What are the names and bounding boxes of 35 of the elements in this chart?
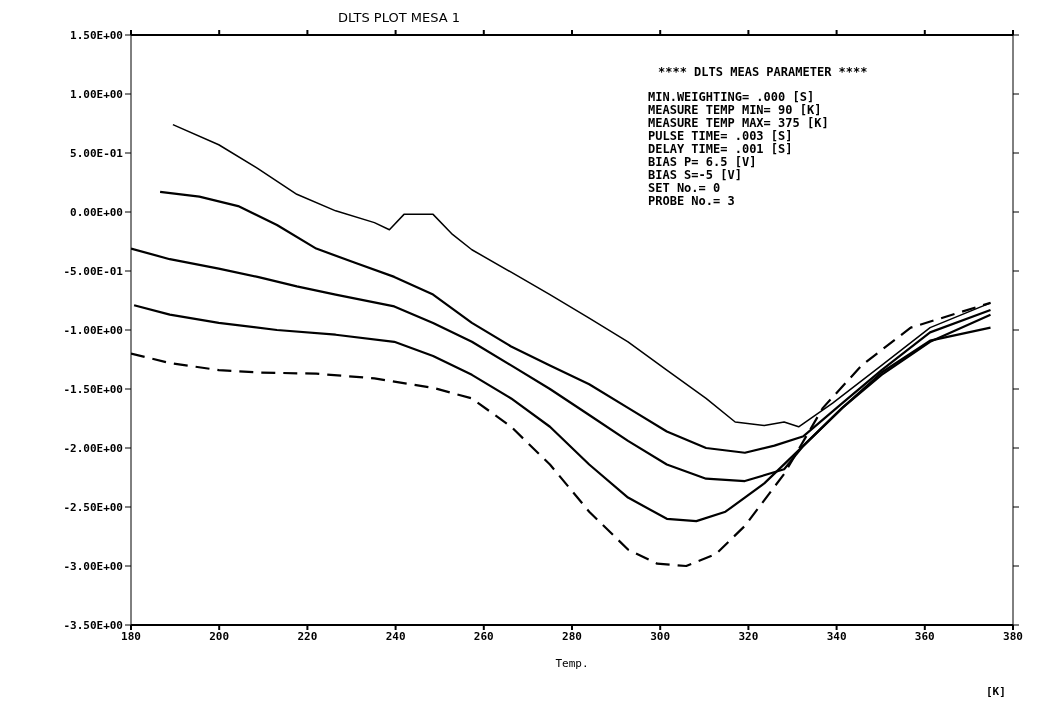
annotation: **** DLTS MEAS PARAMETER **** [658,65,868,79]
annotation: MEASURE TEMP MIN= 90 [K] [648,103,823,117]
annotation: PULSE TIME= .003 [S] [648,129,794,143]
y-tick-label: 1.00E+00 [70,87,123,101]
x-tick-label: 380 [1003,629,1023,643]
y-tick-label: -1.00E+00 [63,323,123,337]
y-tick-label: 5.00E-01 [70,146,124,160]
y-tick-label: -2.00E+00 [63,441,123,455]
x-tick-label: 300 [650,629,671,643]
annotation: BIAS P= 6.5 [V] [648,155,758,169]
x-tick-label: 280 [562,629,582,643]
x-tick-label: 340 [826,629,847,643]
y-tick-label: -1.50E+00 [63,382,123,396]
x-axis-title: Temp. [555,657,589,670]
y-tick-label: -5.00E-01 [63,264,124,278]
annotation: MEASURE TEMP MAX= 375 [K] [648,116,830,130]
x-tick-label: 220 [297,629,318,643]
y-tick-label: 1.50E+00 [70,28,123,42]
annotation: BIAS S=-5 [V] [648,168,743,182]
x-tick-label: 180 [121,629,141,643]
annotation: PROBE No.= 3 [648,194,736,208]
x-tick-label: 240 [385,629,406,643]
y-tick-label: -3.50E+00 [63,618,123,632]
text: [K] [986,685,1006,698]
x-tick-label: 260 [473,629,494,643]
x-tick-label: 320 [738,629,759,643]
annotation: SET No.= 0 [648,181,722,195]
annotation: DELAY TIME= .001 [S] [648,142,794,156]
chart-title: DLTS PLOT MESA 1 [338,10,460,25]
y-tick-label: -2.50E+00 [63,500,123,514]
x-tick-label: 360 [914,629,935,643]
y-tick-label: 0.00E+00 [70,205,123,219]
x-tick-label: 200 [209,629,230,643]
y-tick-label: -3.00E+00 [63,559,123,573]
annotation: MIN.WEIGHTING= .000 [S] [648,90,816,104]
